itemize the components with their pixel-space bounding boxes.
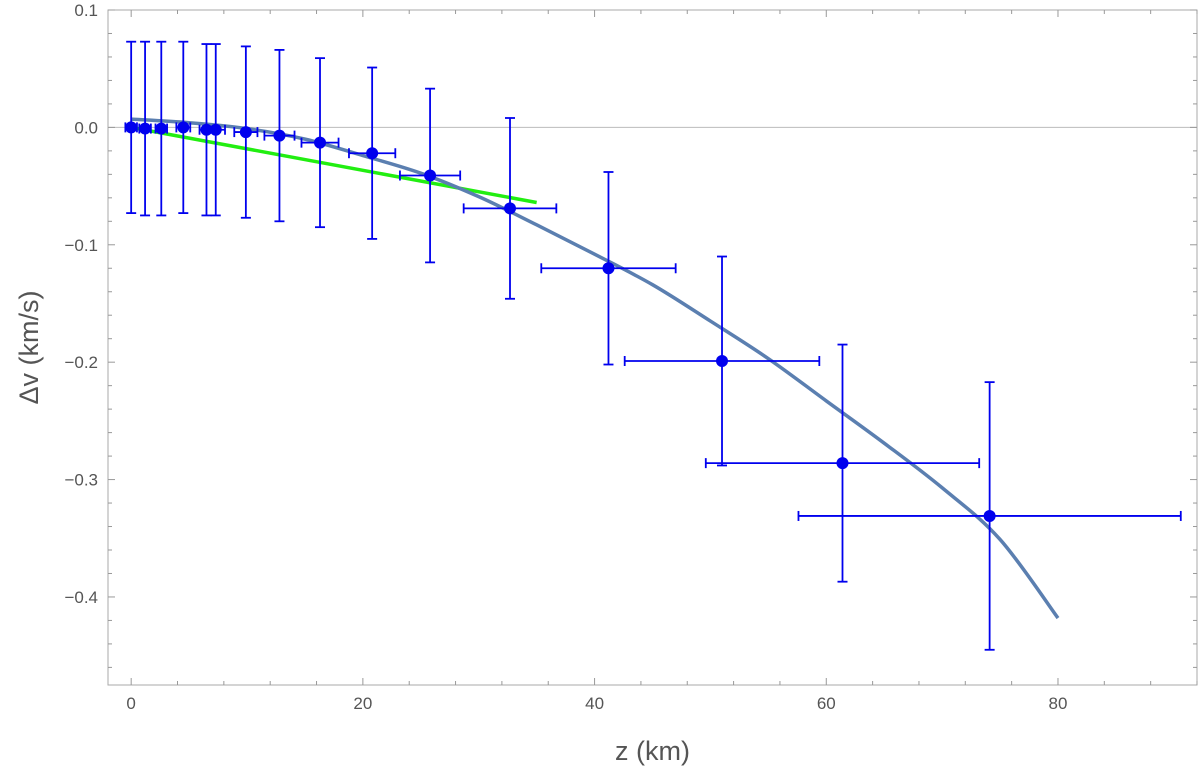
data-point xyxy=(239,126,252,139)
data-point xyxy=(177,121,190,134)
data-point xyxy=(716,355,729,367)
data-point xyxy=(314,136,327,149)
y-axis-title: Δv (km/s) xyxy=(14,290,44,404)
y-tick-label: −0.4 xyxy=(64,588,98,607)
data-point xyxy=(155,122,168,135)
x-tick-label: 60 xyxy=(817,694,836,713)
axis-tick-labels: 0 20 40 60 80 0.1 0.0 −0.1 −0.2 −0.3 −0.4 xyxy=(64,1,1067,713)
fit-curve-group xyxy=(131,117,1060,620)
data-point xyxy=(125,121,138,134)
x-tick-label: 20 xyxy=(353,694,372,713)
data-point xyxy=(209,123,222,136)
x-tick-label: 0 xyxy=(126,694,135,713)
fit-curve-line xyxy=(131,117,1060,620)
x-axis-title: z (km) xyxy=(615,736,690,766)
data-point xyxy=(273,129,286,142)
data-point xyxy=(836,457,849,470)
axis-ticks xyxy=(108,9,1198,685)
data-point xyxy=(139,122,152,135)
y-tick-label: −0.2 xyxy=(64,353,98,372)
plot-frame xyxy=(107,9,1198,686)
data-point xyxy=(200,123,213,136)
plot-border xyxy=(107,9,1198,686)
y-tick-label: −0.3 xyxy=(64,471,98,490)
linear-fit-group xyxy=(130,125,537,205)
y-tick-label: 0.0 xyxy=(74,118,98,137)
data-point xyxy=(366,147,379,160)
x-tick-label: 40 xyxy=(585,694,604,713)
x-tick-label: 80 xyxy=(1049,694,1068,713)
data-points xyxy=(125,121,996,522)
y-tick-label: 0.1 xyxy=(74,1,98,20)
y-tick-label: −0.1 xyxy=(64,236,98,255)
data-point xyxy=(983,509,996,522)
linear-fit-line xyxy=(130,125,537,205)
data-point xyxy=(602,262,615,275)
data-point xyxy=(504,202,517,215)
data-point xyxy=(424,169,437,182)
